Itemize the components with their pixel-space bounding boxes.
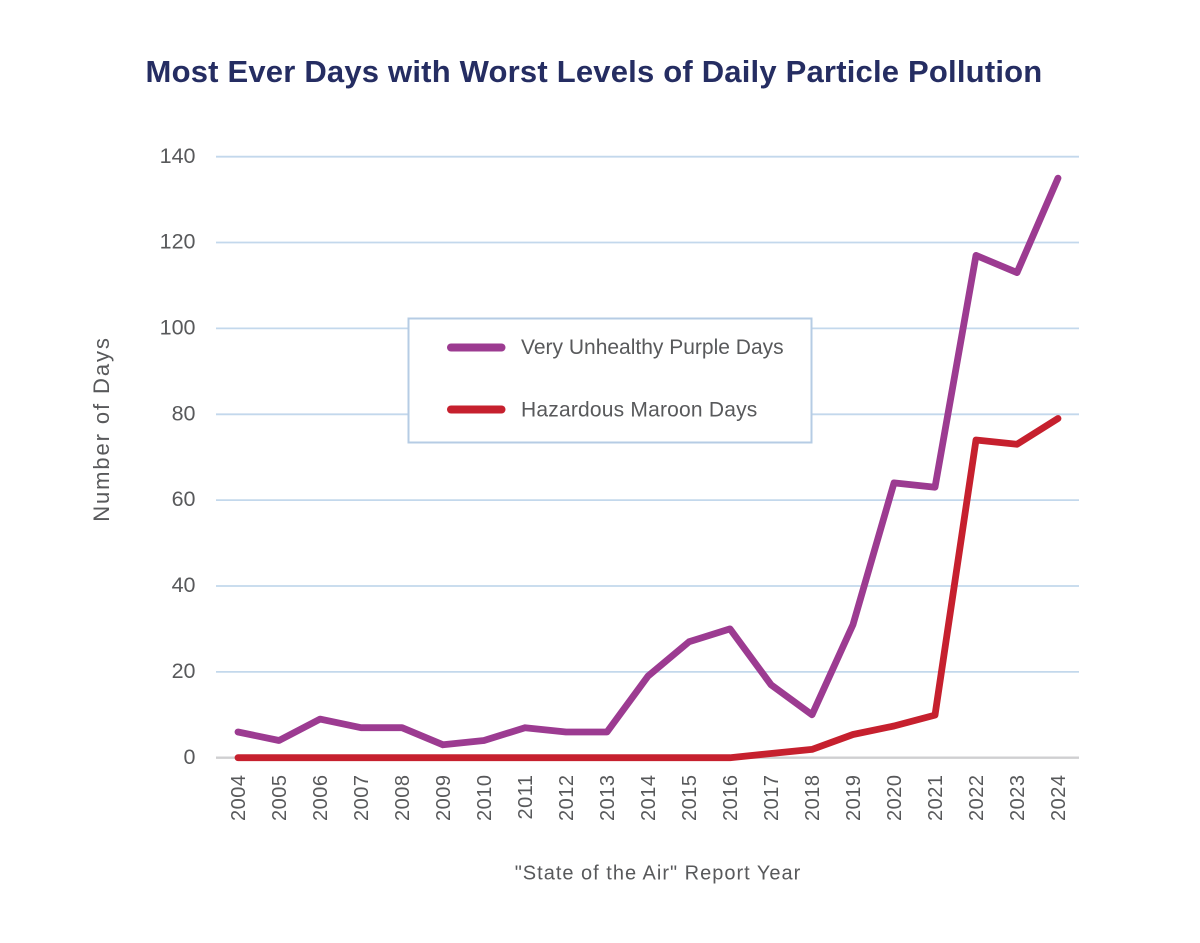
svg-text:2023: 2023 (1007, 775, 1029, 822)
svg-text:Very Unhealthy Purple Days: Very Unhealthy Purple Days (521, 336, 784, 359)
svg-text:40: 40 (172, 573, 196, 597)
svg-text:2012: 2012 (556, 775, 578, 822)
svg-text:2017: 2017 (761, 775, 783, 822)
svg-text:2011: 2011 (515, 775, 537, 820)
svg-text:2016: 2016 (720, 775, 742, 822)
svg-text:20: 20 (172, 659, 196, 683)
svg-text:2013: 2013 (597, 775, 619, 822)
svg-text:2024: 2024 (1048, 775, 1070, 822)
svg-text:2009: 2009 (433, 775, 455, 822)
svg-text:2015: 2015 (679, 775, 701, 822)
svg-text:2018: 2018 (802, 775, 824, 822)
svg-text:80: 80 (172, 401, 196, 425)
svg-text:2008: 2008 (392, 775, 414, 822)
svg-text:"State of the Air" Report Year: "State of the Air" Report Year (515, 863, 802, 885)
svg-text:2022: 2022 (966, 775, 988, 822)
svg-text:2005: 2005 (269, 775, 291, 822)
svg-text:2006: 2006 (310, 775, 332, 822)
svg-text:2007: 2007 (351, 775, 373, 822)
svg-text:120: 120 (160, 230, 196, 254)
svg-text:2004: 2004 (228, 775, 250, 822)
svg-text:2010: 2010 (474, 775, 496, 822)
svg-text:2014: 2014 (638, 775, 660, 822)
svg-text:Hazardous Maroon Days: Hazardous Maroon Days (521, 399, 757, 422)
svg-text:2019: 2019 (843, 775, 865, 822)
svg-text:2020: 2020 (884, 775, 906, 822)
svg-text:Most Ever Days with Worst Leve: Most Ever Days with Worst Levels of Dail… (146, 54, 1043, 89)
svg-text:2021: 2021 (925, 775, 947, 822)
svg-text:100: 100 (160, 316, 196, 340)
svg-text:Number of Days: Number of Days (89, 336, 114, 522)
svg-text:140: 140 (160, 144, 196, 168)
svg-text:60: 60 (172, 487, 196, 511)
svg-text:0: 0 (184, 745, 196, 769)
